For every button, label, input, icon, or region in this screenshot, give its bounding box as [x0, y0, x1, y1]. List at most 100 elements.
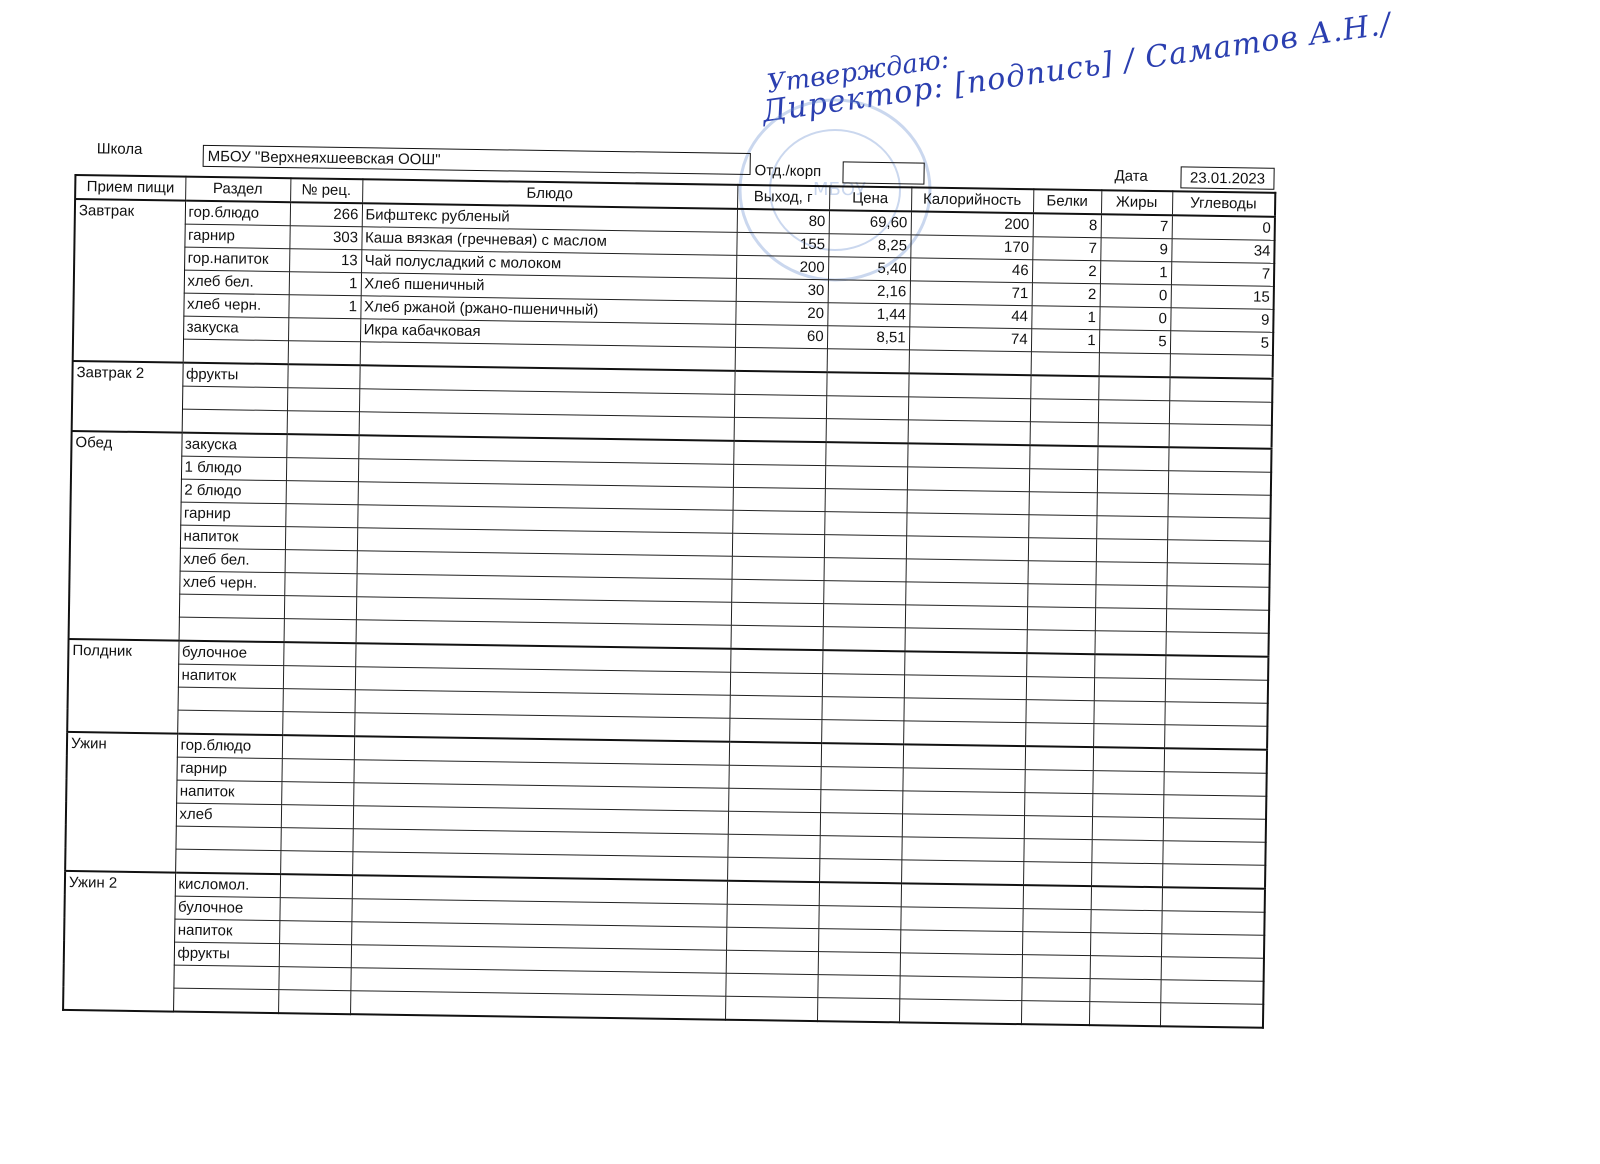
carbs-cell: [1162, 863, 1266, 889]
yield-cell: [726, 927, 819, 952]
fat-cell: [1091, 862, 1163, 888]
carbs-cell: [1160, 956, 1264, 982]
carbs-cell: [1164, 701, 1268, 727]
protein-cell: [1028, 514, 1097, 539]
calories-cell: [908, 349, 1031, 376]
price-cell: [821, 696, 904, 721]
fat-cell: 0: [1099, 283, 1171, 308]
protein-cell: [1026, 606, 1096, 631]
meal-name: Завтрак 2: [71, 360, 183, 433]
recipe-cell: [286, 410, 359, 436]
price-cell: [820, 766, 903, 791]
fat-cell: [1096, 492, 1168, 517]
protein-cell: [1026, 653, 1095, 678]
column-header: Выход, г: [737, 184, 830, 211]
school-field: МБОУ "Верхнеяхшеевская ООШ": [202, 144, 751, 176]
calories-cell: [905, 581, 1028, 607]
price-cell: [822, 650, 905, 675]
protein-cell: [1022, 885, 1092, 910]
recipe-cell: [288, 317, 361, 342]
calories-cell: [906, 466, 1030, 492]
section-cell: [177, 687, 283, 712]
yield-cell: [727, 834, 820, 859]
yield-cell: 155: [736, 232, 829, 257]
section-cell: напиток: [179, 525, 286, 550]
recipe-cell: 1: [288, 294, 361, 319]
fat-cell: [1090, 886, 1163, 911]
carbs-cell: 7: [1170, 261, 1275, 287]
price-cell: [826, 348, 909, 374]
protein-cell: [1025, 722, 1094, 748]
carbs-cell: [1163, 748, 1268, 774]
carbs-cell: [1162, 817, 1267, 843]
carbs-cell: [1167, 493, 1271, 519]
protein-cell: [1025, 699, 1094, 724]
protein-cell: [1029, 421, 1098, 447]
protein-cell: [1025, 676, 1095, 701]
fat-cell: [1095, 584, 1167, 609]
carbs-cell: [1166, 585, 1270, 611]
calories-cell: [901, 813, 1025, 839]
calories-cell: [899, 952, 1022, 978]
calories-cell: 200: [910, 211, 1033, 237]
fat-cell: 0: [1099, 306, 1171, 331]
menu-table: Прием пищи Раздел № рец. Блюдо Выход, г Цена К…: [62, 173, 1277, 1029]
section-cell: хлеб бел.: [179, 548, 285, 573]
column-header: Прием пищи: [75, 175, 186, 201]
protein-cell: 2: [1031, 259, 1101, 284]
yield-cell: 60: [734, 324, 828, 349]
section-cell: фрукты: [173, 942, 280, 967]
section-cell: [182, 339, 289, 365]
price-cell: [824, 488, 907, 513]
fat-cell: [1093, 677, 1166, 702]
yield-cell: [733, 394, 827, 419]
section-cell: напиток: [176, 780, 282, 805]
recipe-cell: [282, 688, 355, 713]
calories-cell: [900, 883, 1024, 909]
protein-cell: [1026, 629, 1095, 655]
recipe-cell: 266: [289, 202, 363, 227]
section-cell: булочное: [178, 640, 284, 666]
recipe-cell: [279, 874, 353, 899]
protein-cell: [1027, 560, 1096, 585]
meal-name: Полдник: [67, 638, 179, 734]
fat-cell: 9: [1100, 237, 1172, 262]
calories-cell: [904, 651, 1027, 677]
yield-cell: [729, 695, 822, 720]
recipe-cell: [281, 781, 354, 806]
section-cell: [177, 710, 283, 736]
price-cell: 5,40: [827, 256, 911, 281]
protein-cell: [1030, 351, 1099, 377]
calories-cell: [904, 604, 1028, 630]
fat-cell: [1092, 793, 1164, 818]
yield-cell: [727, 857, 820, 883]
fat-cell: 5: [1098, 329, 1171, 354]
recipe-cell: 303: [289, 225, 362, 250]
price-cell: [824, 465, 908, 490]
section-cell: закуска: [181, 432, 287, 458]
fat-cell: [1093, 723, 1165, 749]
protein-cell: [1028, 468, 1098, 493]
yield-cell: [725, 973, 818, 998]
price-cell: [817, 974, 900, 999]
fat-cell: [1098, 376, 1170, 401]
recipe-cell: [278, 966, 351, 991]
price-cell: 2,16: [827, 279, 910, 304]
price-cell: [822, 603, 906, 628]
protein-cell: [1027, 583, 1096, 608]
section-cell: гарнир: [180, 502, 286, 527]
protein-cell: [1029, 398, 1099, 423]
section-cell: 1 блюдо: [180, 456, 287, 481]
carbs-cell: [1161, 887, 1265, 913]
fat-cell: [1092, 770, 1164, 795]
column-header: Раздел: [185, 176, 291, 203]
yield-cell: [728, 741, 822, 767]
section-cell: гор.блюдо: [184, 200, 291, 226]
yield-cell: [729, 718, 822, 744]
protein-cell: [1027, 537, 1097, 562]
column-header: Цена: [829, 186, 912, 212]
recipe-cell: [283, 618, 356, 644]
carbs-cell: 0: [1171, 215, 1275, 241]
carbs-cell: 34: [1171, 238, 1275, 264]
carbs-cell: [1167, 516, 1271, 542]
